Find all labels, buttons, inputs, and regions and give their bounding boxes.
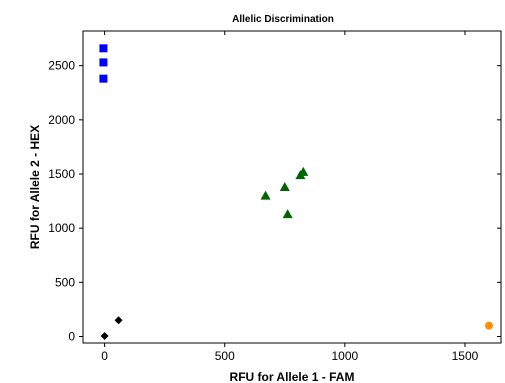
chart-title: Allelic Discrimination: [232, 14, 334, 25]
y-axis-ticks: 0 500 1000 1500 2000 2500: [48, 59, 501, 344]
x-tick-label: 1500: [452, 349, 479, 363]
x-tick-label: 0: [101, 349, 108, 363]
data-points: [99, 44, 493, 340]
plot-area: [82, 30, 502, 344]
triangle-point: [260, 190, 271, 200]
triangle-point: [282, 209, 293, 219]
y-tick-label: 0: [68, 330, 75, 344]
circle-point: [484, 321, 493, 330]
x-axis-ticks: 0 500 1000 1500: [101, 31, 479, 363]
square-point: [99, 44, 108, 53]
diamond-point: [100, 331, 109, 340]
y-axis-label: RFU for Allele 2 - HEX: [28, 125, 42, 249]
square-point: [99, 58, 108, 67]
square-point: [99, 74, 108, 83]
triangle-point: [298, 166, 309, 176]
x-tick-label: 1000: [331, 349, 358, 363]
y-tick-label: 2500: [48, 59, 75, 73]
y-tick-label: 500: [55, 275, 75, 289]
y-tick-label: 1000: [48, 221, 75, 235]
diamond-point: [114, 316, 123, 325]
y-tick-label: 1500: [48, 167, 75, 181]
triangle-point: [279, 182, 290, 191]
x-tick-label: 500: [215, 349, 235, 363]
x-axis-label: RFU for Allele 1 - FAM: [230, 370, 355, 383]
y-tick-label: 2000: [48, 113, 75, 127]
